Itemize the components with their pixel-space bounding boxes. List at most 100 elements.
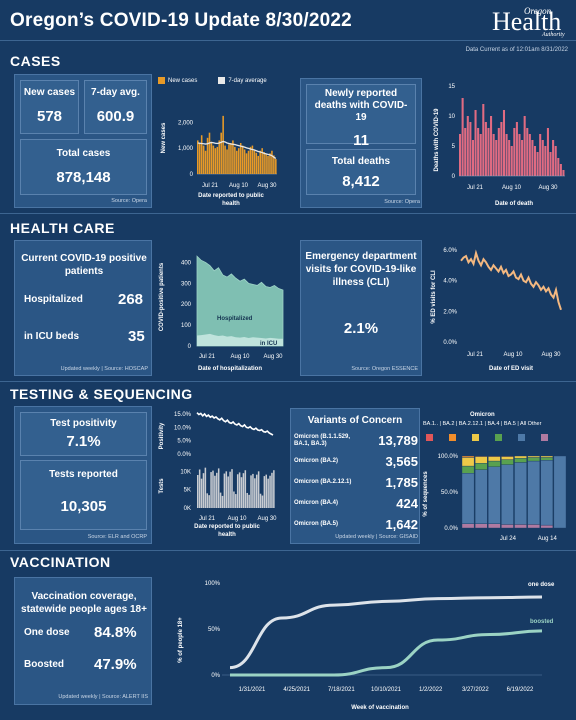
tests-bar bbox=[250, 475, 252, 508]
deaths-bar bbox=[500, 122, 503, 176]
cases-bar bbox=[239, 143, 242, 174]
total-cases-value: 878,148 bbox=[56, 169, 111, 186]
tests-bar bbox=[227, 476, 229, 508]
cases-bar bbox=[263, 152, 265, 174]
cases-bar bbox=[214, 148, 217, 174]
deaths-bar bbox=[539, 134, 542, 176]
icu-area-label: in ICU bbox=[260, 341, 277, 347]
patients-label: Current COVID-19 positive patients bbox=[21, 253, 147, 277]
legend-7day-swatch bbox=[218, 77, 226, 84]
boosted-line-label: boosted bbox=[530, 619, 554, 625]
sequence-segment bbox=[474, 469, 488, 524]
sequence-segment bbox=[474, 523, 488, 529]
vacc-xtick: 3/27/2022 bbox=[462, 687, 489, 693]
sequence-segment bbox=[553, 455, 567, 529]
vaccination-source: Updated weekly | Source: ALERT IIS bbox=[58, 694, 148, 700]
deaths-bar bbox=[515, 122, 518, 176]
vaccination-panel bbox=[14, 577, 152, 705]
cases-bar bbox=[261, 148, 263, 174]
sequence-segment bbox=[501, 455, 514, 457]
deaths-bar bbox=[554, 146, 557, 176]
deaths-bar bbox=[523, 116, 526, 176]
section-vaccination: VACCINATION bbox=[10, 554, 111, 570]
ed-ytick: 0.0% bbox=[443, 340, 457, 346]
deaths-bar bbox=[549, 152, 552, 176]
tests-bar bbox=[223, 473, 226, 508]
ed-ytick: 2.0% bbox=[443, 309, 457, 315]
cases-bar bbox=[210, 141, 213, 174]
variant-row: Omicron (BA.4) 424 bbox=[294, 493, 418, 514]
variant-count: 1,785 bbox=[385, 475, 418, 490]
tests-xtick: Aug 30 bbox=[257, 516, 277, 522]
cases-bar bbox=[197, 140, 199, 174]
positivity-line bbox=[196, 412, 274, 436]
sequence-segment bbox=[488, 455, 501, 457]
tests-bar bbox=[267, 478, 269, 508]
section-cases: CASES bbox=[10, 53, 61, 69]
variants-title: Variants of Concern bbox=[307, 415, 403, 426]
ed-source: Source: Oregon ESSENCE bbox=[351, 366, 418, 372]
vacc-xtick: 1/31/2021 bbox=[239, 687, 266, 693]
tests-reported-value: 10,305 bbox=[60, 498, 107, 515]
cases-bar bbox=[249, 146, 252, 174]
tests-bar bbox=[212, 470, 214, 508]
logo-authority: Authority bbox=[542, 32, 565, 38]
cases-ytick: 2,000 bbox=[178, 120, 194, 126]
omicron-legend-swatches bbox=[426, 434, 566, 442]
tests-bar bbox=[273, 470, 275, 508]
ed-xlabel: Date of ED visit bbox=[489, 366, 533, 372]
patients-panel bbox=[14, 240, 152, 376]
tests-bar bbox=[248, 494, 250, 508]
ed-visits-line bbox=[460, 249, 562, 311]
cases-bar bbox=[255, 152, 258, 174]
sequence-segment bbox=[527, 455, 540, 458]
sequence-segment bbox=[501, 459, 514, 465]
cases-bar bbox=[273, 155, 275, 174]
deaths-xtick: Aug 30 bbox=[538, 185, 558, 191]
sequence-segment bbox=[540, 460, 554, 526]
one-dose-line-label: one dose bbox=[528, 582, 555, 588]
seq-ytick: 100.0% bbox=[438, 454, 459, 460]
vacc-xtick: 10/10/2021 bbox=[371, 687, 402, 693]
sequence-segment bbox=[527, 460, 540, 525]
deaths-bar bbox=[495, 140, 498, 176]
sequence-segment bbox=[514, 462, 527, 525]
variant-row: Omicron (BA.2) 3,565 bbox=[294, 451, 418, 472]
hosp-ytick: 400 bbox=[181, 260, 192, 266]
tests-bar bbox=[217, 468, 220, 508]
tests-bar bbox=[255, 474, 258, 508]
deaths-ytick: 10 bbox=[448, 114, 455, 120]
total-cases-label: Total cases bbox=[56, 148, 111, 159]
omicron-swatch-ba5 bbox=[518, 434, 525, 441]
cases-bar bbox=[204, 150, 207, 174]
sequence-segment bbox=[461, 455, 475, 458]
positivity-ylabel: Positivity bbox=[159, 422, 165, 449]
vacc-xtick: 4/25/2021 bbox=[283, 687, 310, 693]
deaths-ytick: 15 bbox=[448, 84, 455, 90]
hosp-xlabel: Date of hospitalization bbox=[198, 366, 262, 372]
deaths-bar bbox=[533, 146, 537, 176]
variant-row: Omicron (BA.2.12.1) 1,785 bbox=[294, 472, 418, 493]
total-deaths-label: Total deaths bbox=[331, 156, 391, 167]
logo-health: Health bbox=[492, 7, 562, 36]
deaths-xlabel: Date of death bbox=[495, 201, 533, 207]
cases-xtick: Jul 21 bbox=[202, 183, 219, 189]
total-cases-box: Total cases 878,148 bbox=[20, 139, 147, 195]
variant-row: Omicron (B.1.1.529, BA.1, BA.3) 13,789 bbox=[294, 430, 418, 451]
seq-xtick: Aug 14 bbox=[538, 536, 558, 542]
sequence-segment bbox=[540, 524, 554, 529]
sequence-segment bbox=[501, 524, 514, 529]
positivity-ytick: 5.0% bbox=[177, 439, 191, 445]
omicron-swatch-other bbox=[541, 434, 548, 441]
cases-ylabel: New cases bbox=[161, 122, 167, 153]
deaths-bar bbox=[461, 98, 464, 176]
variant-count: 3,565 bbox=[385, 454, 418, 469]
seven-day-avg-label: 7-day avg. bbox=[91, 87, 140, 98]
cases-bar bbox=[265, 154, 267, 174]
deaths-bar bbox=[482, 104, 485, 176]
sequence-segment bbox=[527, 457, 540, 462]
legend-new-cases: New cases bbox=[168, 77, 198, 84]
vacc-xtick: 7/18/2021 bbox=[328, 687, 355, 693]
tests-ylabel: Tests bbox=[159, 478, 165, 494]
cases-bar bbox=[200, 135, 203, 174]
